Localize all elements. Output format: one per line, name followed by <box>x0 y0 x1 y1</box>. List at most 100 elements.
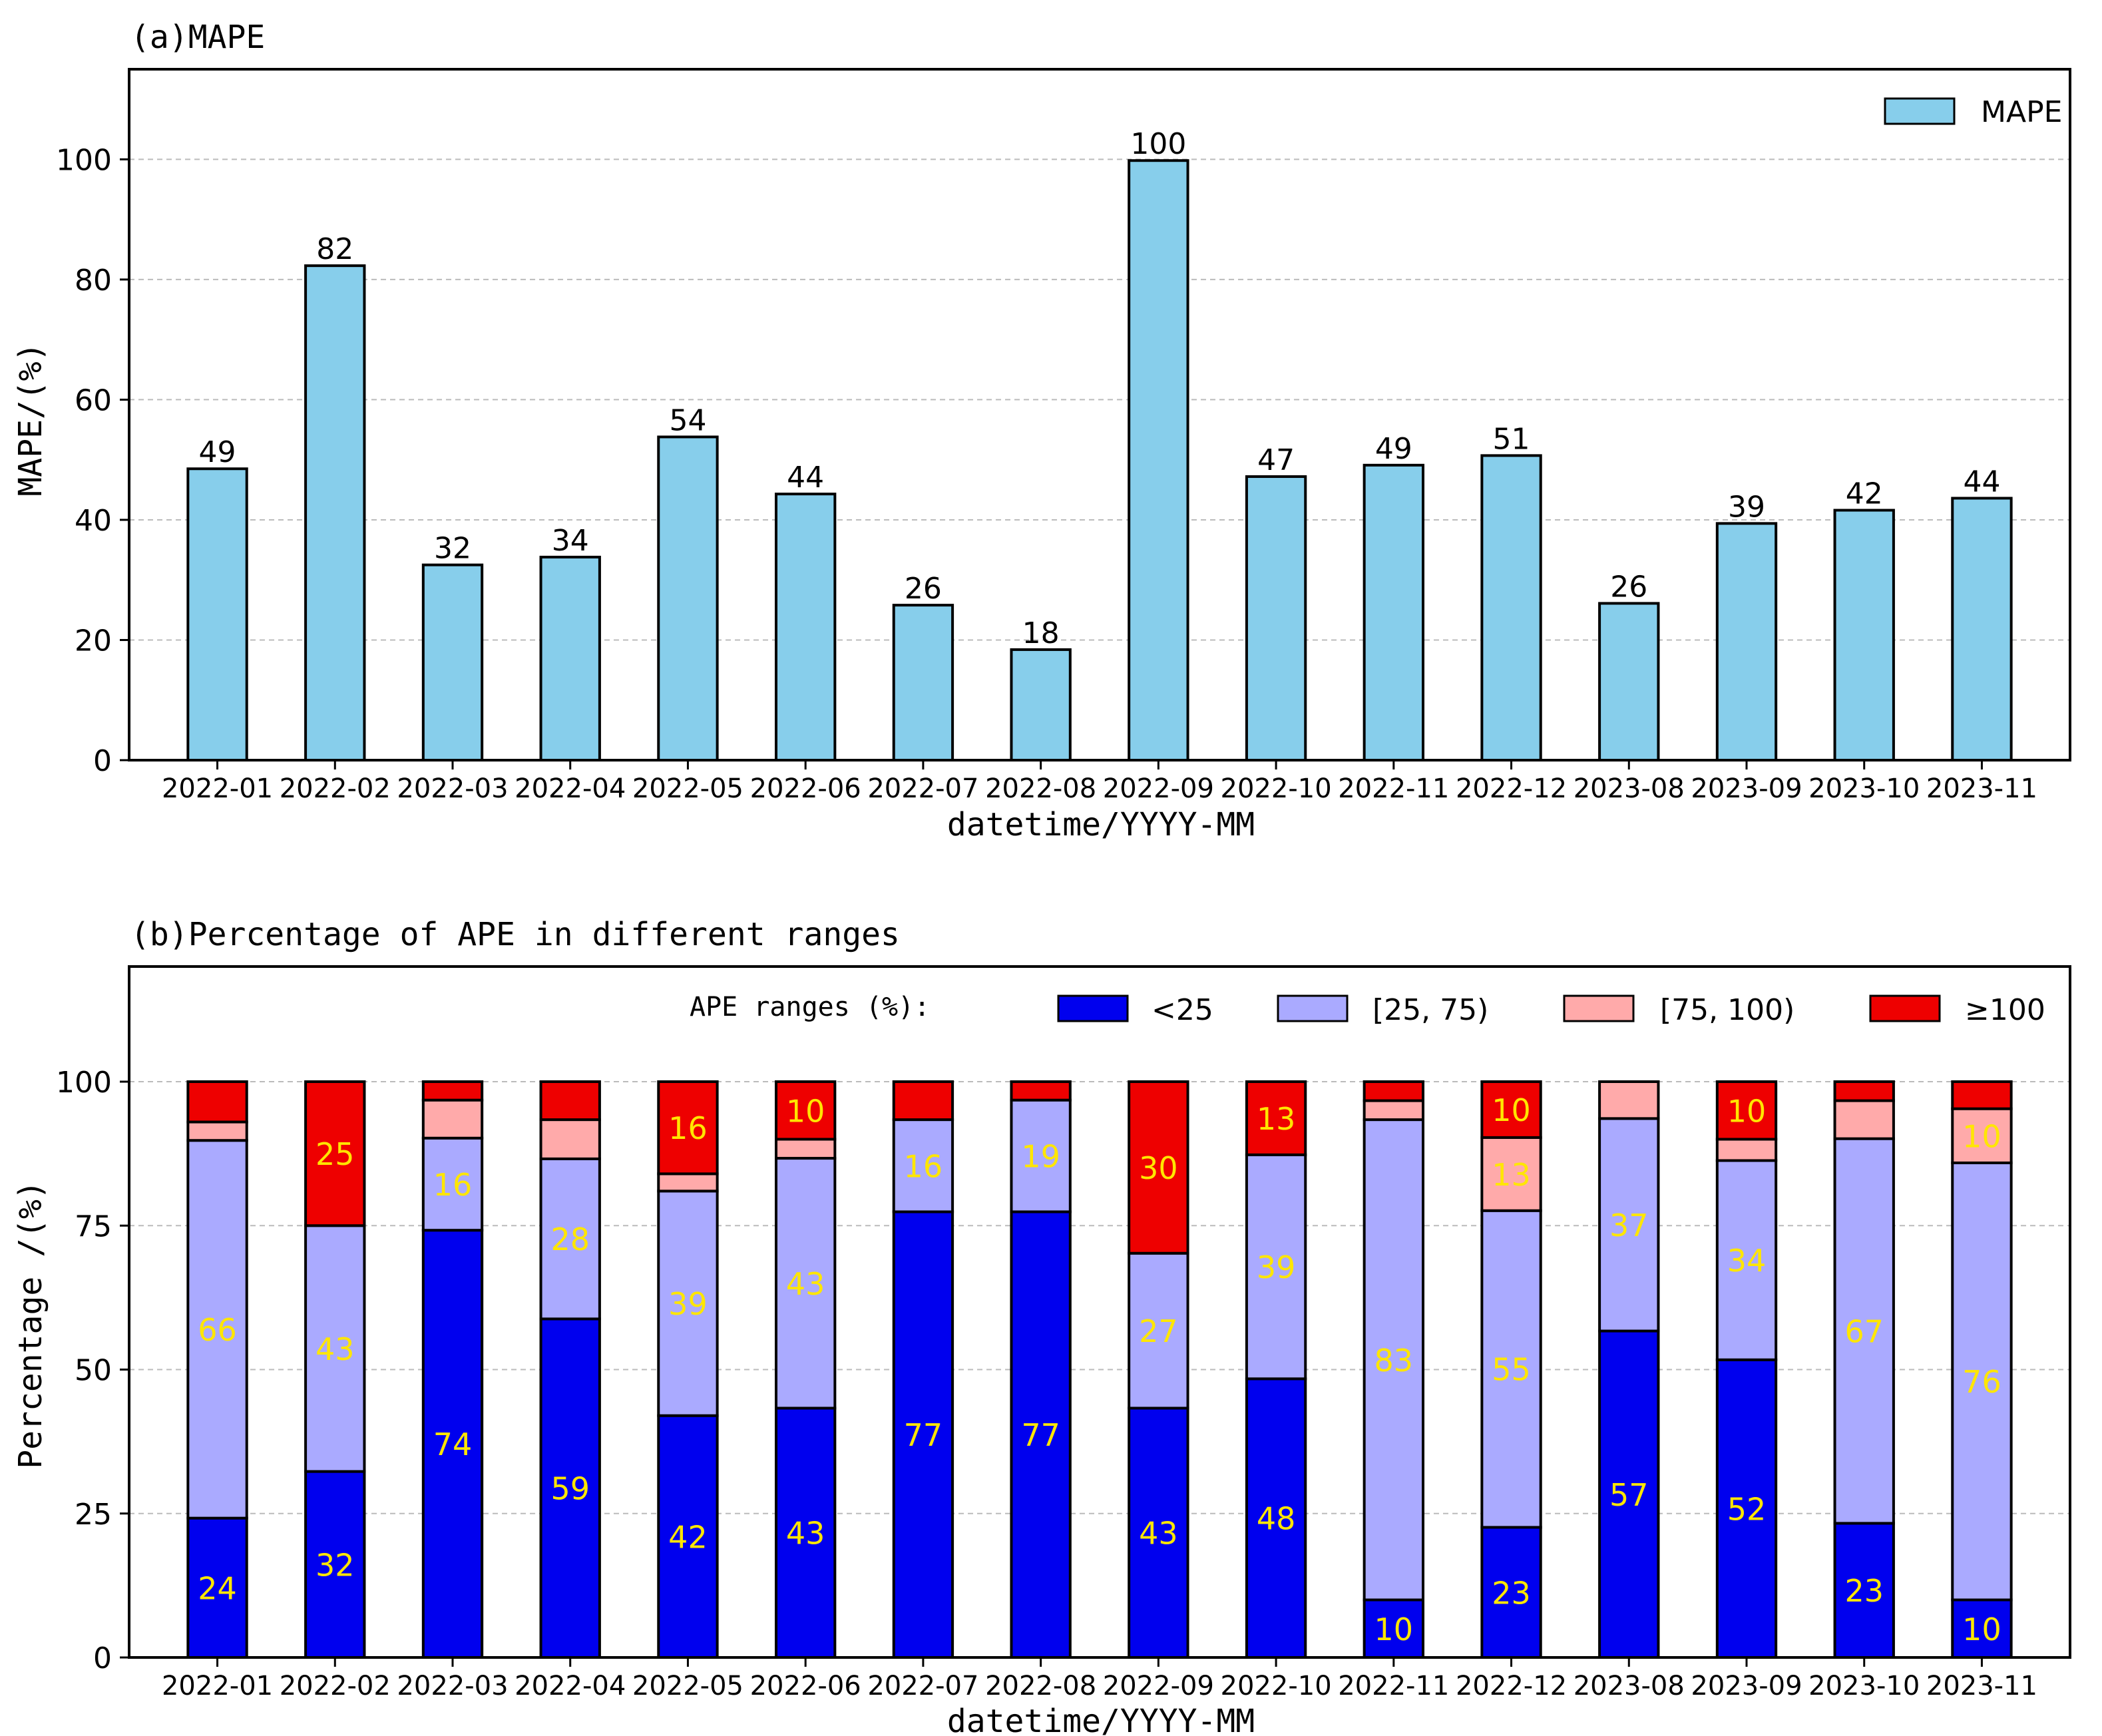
chart-b-legend-label-lt25: <25 <box>1152 993 1213 1027</box>
chart-a-x-tick-label: 2022-08 <box>985 773 1096 804</box>
chart-b-bar-segment <box>1363 1080 1425 1102</box>
chart-b-bar-segment <box>304 1470 366 1659</box>
chart-b-segment-label: 67 <box>1844 1314 1884 1350</box>
chart-b-x-tick-label: 2022-11 <box>1338 1671 1449 1701</box>
chart-b-segment-label: 43 <box>315 1331 355 1367</box>
chart-b-segment-label: 19 <box>1021 1139 1060 1175</box>
chart-b-segment-label: 30 <box>1139 1150 1178 1186</box>
chart-b-segment-label: 57 <box>1609 1477 1649 1513</box>
chart-b-segment-label: 59 <box>550 1471 590 1507</box>
chart-a-bar <box>1010 648 1072 761</box>
chart-a-plot-frame <box>128 68 2071 761</box>
chart-a-bar-label: 54 <box>669 403 706 437</box>
chart-a-x-ticks: 2022-01 2022-02 2022-03 2022-04 2022-05 2022-… <box>162 760 2037 804</box>
chart-b-y-tick-label: 100 <box>56 1066 112 1100</box>
chart-b-y-tick-label: 0 <box>93 1641 112 1675</box>
chart-b-x-tick-label: 2022-10 <box>1221 1671 1332 1701</box>
chart-b-bar-segment <box>186 1516 248 1659</box>
chart-b-bar-segment <box>657 1080 719 1176</box>
chart-a-x-tick-label: 2023-09 <box>1691 773 1802 804</box>
chart-b-y-tick-label: 50 <box>75 1354 112 1388</box>
chart-b-bar-segment <box>1833 1080 1895 1102</box>
chart-a-bar-label: 18 <box>1022 616 1060 650</box>
chart-b-segment-label: 25 <box>315 1136 355 1172</box>
chart-b-bar-segment <box>1598 1329 1660 1659</box>
chart-b-segment-label: 10 <box>786 1093 825 1129</box>
chart-b-bar-segment <box>1715 1159 1778 1361</box>
chart-b-bar-segment <box>421 1098 484 1140</box>
chart-b-bar-segment <box>539 1317 601 1659</box>
chart-b-bar-segment <box>1010 1210 1072 1659</box>
chart-a-bar-label: 44 <box>787 461 824 495</box>
chart-b-segment-label: 13 <box>1257 1101 1296 1137</box>
chart-b-x-tick-label: 2023-11 <box>1926 1671 2037 1701</box>
chart-b-segment-label: 66 <box>198 1312 237 1348</box>
chart-b-x-tick-label: 2022-08 <box>985 1671 1096 1701</box>
chart-a-bar <box>421 563 484 761</box>
chart-a-bar <box>1715 522 1778 762</box>
chart-a-legend: MAPE <box>1884 95 2062 129</box>
chart-b-bar-segment <box>1715 1358 1778 1659</box>
chart-a-y-tick-label: 40 <box>75 504 112 538</box>
chart-a-x-tick-label: 2023-11 <box>1926 773 2037 804</box>
chart-b-y-tick-label: 75 <box>75 1209 112 1243</box>
chart-a-title: (a)MAPE <box>130 19 265 56</box>
chart-a-bar <box>1245 475 1307 761</box>
chart-b-segment-label: 10 <box>1727 1093 1767 1129</box>
chart-a-x-tick-label: 2022-10 <box>1221 773 1332 804</box>
chart-b-bar-segment <box>1128 1251 1189 1410</box>
chart-a-x-tick-label: 2022-04 <box>515 773 626 804</box>
chart-a-bar <box>1363 463 1425 762</box>
chart-b-x-tick-label: 2023-09 <box>1691 1671 1802 1701</box>
chart-b-x-tick-label: 2022-02 <box>280 1671 391 1701</box>
chart-b-bar-segment <box>1363 1118 1425 1602</box>
chart-b-bar-labels: 24 66 32 43 25 74 16 59 28 42 39 16 43 43 10 77 16 77 19 43… <box>198 1092 2001 1647</box>
chart-b-segment-label: 43 <box>1139 1516 1178 1552</box>
chart-b-x-tick-label: 2022-03 <box>397 1671 508 1701</box>
chart-a-bar <box>1598 602 1660 761</box>
chart-a-y-tick-label: 100 <box>56 143 112 177</box>
chart-a-bar <box>186 467 248 762</box>
chart-b-bar-segment <box>775 1157 837 1410</box>
chart-a-bar <box>892 604 954 761</box>
chart-b-bar-segment <box>1598 1117 1660 1333</box>
chart-a-bar-label: 51 <box>1493 422 1530 456</box>
chart-a-bar-label: 26 <box>1610 570 1647 604</box>
chart-b-bar-segment <box>1833 1522 1895 1659</box>
chart-b-y-ticks: 0 25 50 75 100 <box>56 1066 129 1675</box>
chart-a-x-tick-label: 2022-11 <box>1338 773 1449 804</box>
chart-b-segment-label: 55 <box>1492 1352 1531 1388</box>
chart-b-legend-label-ge100: ≥100 <box>1965 993 2045 1027</box>
chart-b-y-axis-label: Percentage /(%) <box>12 1180 49 1468</box>
chart-a-x-tick-label: 2023-08 <box>1574 773 1685 804</box>
chart-b-bar-segment <box>892 1080 954 1122</box>
chart-a-bar-label: 49 <box>199 435 236 469</box>
chart-a-y-tick-label: 0 <box>93 744 112 778</box>
chart-b-bar-segment <box>539 1118 601 1160</box>
chart-b-segment-label: 43 <box>786 1516 825 1552</box>
chart-a-x-tick-label: 2022-07 <box>867 773 978 804</box>
chart-b-segment-label: 39 <box>1257 1249 1296 1285</box>
chart-b-segment-label: 77 <box>1021 1417 1060 1453</box>
chart-b-segment-label: 76 <box>1962 1364 2001 1400</box>
chart-b-plot-frame <box>128 965 2071 1659</box>
chart-b-bar-segment <box>1480 1136 1542 1212</box>
chart-a-bar-label: 34 <box>552 524 589 558</box>
chart-a-x-tick-label: 2022-09 <box>1103 773 1214 804</box>
chart-b-segment-label: 10 <box>1374 1612 1414 1647</box>
chart-b-bar-segment <box>1245 1377 1307 1659</box>
chart-b-bar-segment <box>657 1172 719 1193</box>
chart-a-y-axis-label: MAPE/(%) <box>12 342 49 496</box>
chart-a-x-tick-label: 2022-06 <box>750 773 861 804</box>
chart-b-x-tick-label: 2022-06 <box>750 1671 861 1701</box>
chart-b-segment-label: 27 <box>1139 1313 1178 1349</box>
chart-a-bar <box>1833 509 1895 761</box>
chart-a-y-ticks: 0 20 40 60 80 100 <box>56 143 129 778</box>
chart-a-bar-label: 82 <box>316 232 353 266</box>
chart-b-segment-label: 24 <box>198 1570 237 1606</box>
chart-b-bar-segment <box>1128 1080 1189 1255</box>
chart-b-legend-label-25-75: [25, 75) <box>1372 993 1488 1027</box>
chart-a-bar <box>1951 497 2013 761</box>
